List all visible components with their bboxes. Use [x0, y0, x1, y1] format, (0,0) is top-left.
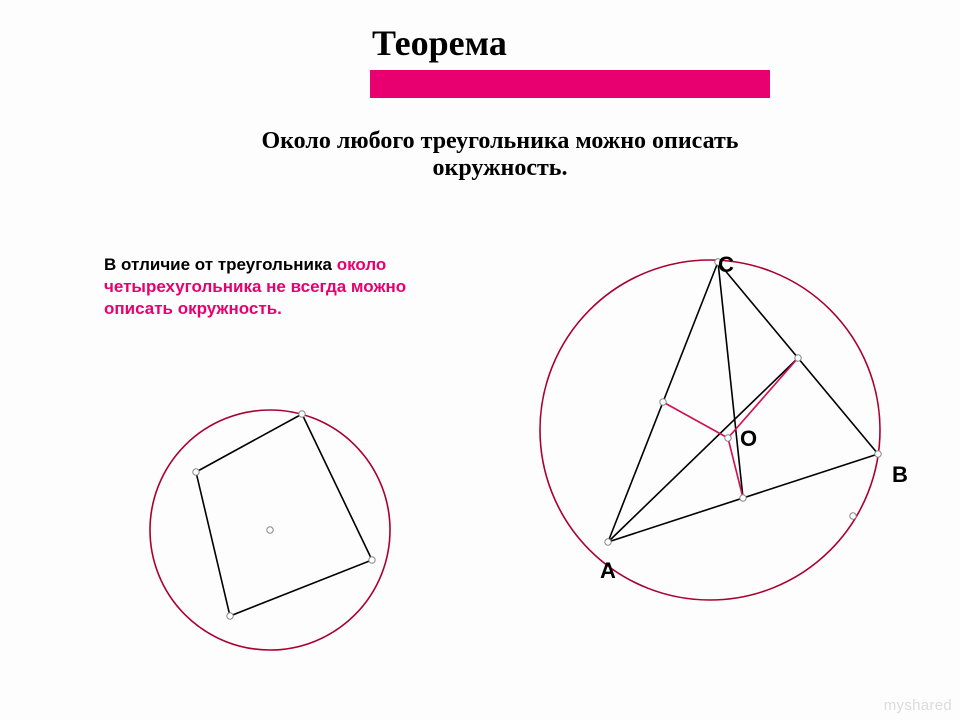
- vertex-label-b: В: [892, 462, 908, 488]
- statement-line2: окружность.: [433, 155, 568, 181]
- quadrilateral-diagram: [120, 380, 420, 680]
- title-text: Теорема: [372, 23, 507, 63]
- theorem-statement: Около любого треугольника можно описать …: [140, 128, 860, 182]
- page-title: Теорема: [372, 22, 507, 64]
- accent-bar: [370, 70, 770, 98]
- note-prefix: В отличие от треугольника: [104, 255, 337, 274]
- vertex-label-o: О: [740, 426, 757, 452]
- vertex-label-a: А: [600, 558, 616, 584]
- quadrilateral-note: В отличие от треугольника около четыреху…: [104, 254, 424, 320]
- vertex-label-c: С: [718, 252, 734, 278]
- triangle-diagram: [510, 230, 910, 630]
- watermark: myshared: [884, 697, 952, 714]
- statement-line1: Около любого треугольника можно описать: [262, 128, 739, 154]
